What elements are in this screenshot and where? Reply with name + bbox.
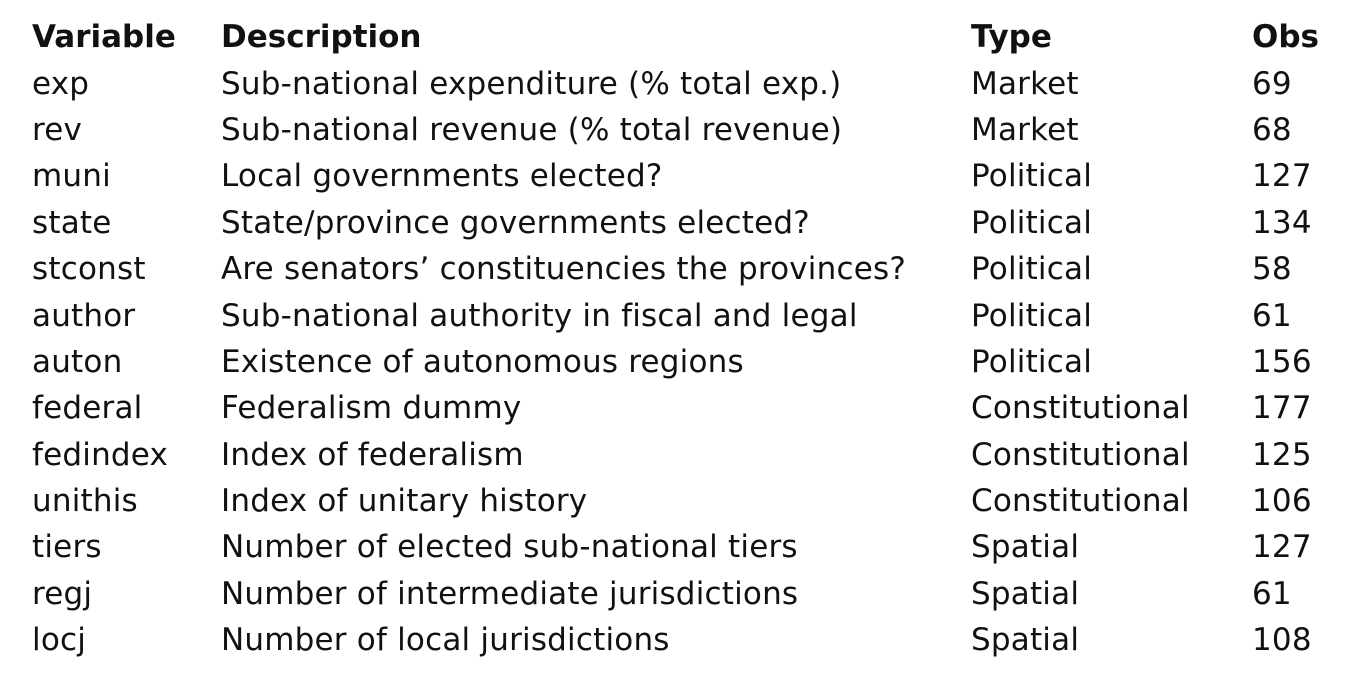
type-cell: Political: [971, 251, 1093, 288]
variable-cell: muni: [32, 158, 111, 195]
type-cell: Political: [971, 204, 1093, 241]
header-row: Variable Description Type Obs: [32, 14, 1332, 60]
table-row: auton Existence of autonomous regions Poli…: [32, 339, 1332, 385]
type-cell: Market: [971, 65, 1079, 102]
type-cell: Spatial: [971, 529, 1080, 566]
table-row: federal Federalism dummy Constitutional 177: [32, 385, 1332, 431]
obs-cell: 58: [1252, 251, 1292, 288]
obs-cell: 69: [1252, 65, 1292, 102]
type-cell: Political: [971, 158, 1093, 195]
type-cell: Market: [971, 111, 1079, 148]
type-cell: Spatial: [971, 622, 1080, 659]
variables-table: Variable Description Type Obs exp Sub-nat…: [32, 14, 1332, 663]
variable-cell: auton: [32, 343, 123, 380]
header-type: Type: [971, 19, 1052, 56]
description-cell: Sub-national authority in fiscal and leg…: [221, 297, 858, 334]
table-row: regj Number of intermediate jurisdictions…: [32, 571, 1332, 617]
type-cell: Constitutional: [971, 390, 1190, 427]
variable-cell: stconst: [32, 251, 146, 288]
type-cell: Spatial: [971, 575, 1080, 612]
description-cell: Federalism dummy: [221, 390, 522, 427]
variable-cell: federal: [32, 390, 143, 427]
table-row: tiers Number of elected sub-national tier…: [32, 524, 1332, 570]
obs-cell: 177: [1252, 390, 1312, 427]
table-row: muni Local governments elected? Political 1…: [32, 153, 1332, 199]
description-cell: State/province governments elected?: [221, 204, 810, 241]
obs-cell: 106: [1252, 483, 1312, 520]
table-row: exp Sub-national expenditure (% total exp…: [32, 60, 1332, 106]
obs-cell: 134: [1252, 204, 1312, 241]
type-cell: Constitutional: [971, 483, 1190, 520]
header-description: Description: [221, 19, 422, 56]
description-cell: Existence of autonomous regions: [221, 343, 744, 380]
header-obs: Obs: [1252, 19, 1319, 56]
type-cell: Constitutional: [971, 436, 1190, 473]
description-cell: Sub-national expenditure (% total exp.): [221, 65, 842, 102]
variable-cell: rev: [32, 111, 83, 148]
obs-cell: 68: [1252, 111, 1292, 148]
table-body: exp Sub-national expenditure (% total exp…: [32, 60, 1332, 663]
header-variable: Variable: [32, 19, 176, 56]
obs-cell: 127: [1252, 158, 1312, 195]
obs-cell: 127: [1252, 529, 1312, 566]
description-cell: Index of federalism: [221, 436, 524, 473]
description-cell: Number of local jurisdictions: [221, 622, 670, 659]
description-cell: Are senators’ constituencies the provinc…: [221, 251, 906, 288]
obs-cell: 125: [1252, 436, 1312, 473]
description-cell: Index of unitary history: [221, 483, 588, 520]
obs-cell: 61: [1252, 575, 1292, 612]
table-row: stconst Are senators’ constituencies the …: [32, 246, 1332, 292]
obs-cell: 61: [1252, 297, 1292, 334]
description-cell: Number of intermediate jurisdictions: [221, 575, 799, 612]
description-cell: Number of elected sub-national tiers: [221, 529, 798, 566]
variables-table-container: Variable Description Type Obs exp Sub-nat…: [32, 14, 1342, 663]
table-row: state State/province governments elected?…: [32, 200, 1332, 246]
type-cell: Political: [971, 343, 1093, 380]
variable-cell: fedindex: [32, 436, 169, 473]
variable-cell: tiers: [32, 529, 102, 566]
type-cell: Political: [971, 297, 1093, 334]
variable-cell: unithis: [32, 483, 138, 520]
variable-cell: regj: [32, 575, 93, 612]
variable-cell: locj: [32, 622, 87, 659]
variable-cell: exp: [32, 65, 90, 102]
table-row: unithis Index of unitary history Constitut…: [32, 478, 1332, 524]
obs-cell: 108: [1252, 622, 1312, 659]
table-row: author Sub-national authority in fiscal a…: [32, 292, 1332, 338]
obs-cell: 156: [1252, 343, 1312, 380]
description-cell: Sub-national revenue (% total revenue): [221, 111, 843, 148]
table-row: locj Number of local jurisdictions Spatial…: [32, 617, 1332, 663]
table-row: fedindex Index of federalism Constitutiona…: [32, 432, 1332, 478]
variable-cell: state: [32, 204, 112, 241]
table-row: rev Sub-national revenue (% total revenue…: [32, 107, 1332, 153]
description-cell: Local governments elected?: [221, 158, 663, 195]
variable-cell: author: [32, 297, 136, 334]
